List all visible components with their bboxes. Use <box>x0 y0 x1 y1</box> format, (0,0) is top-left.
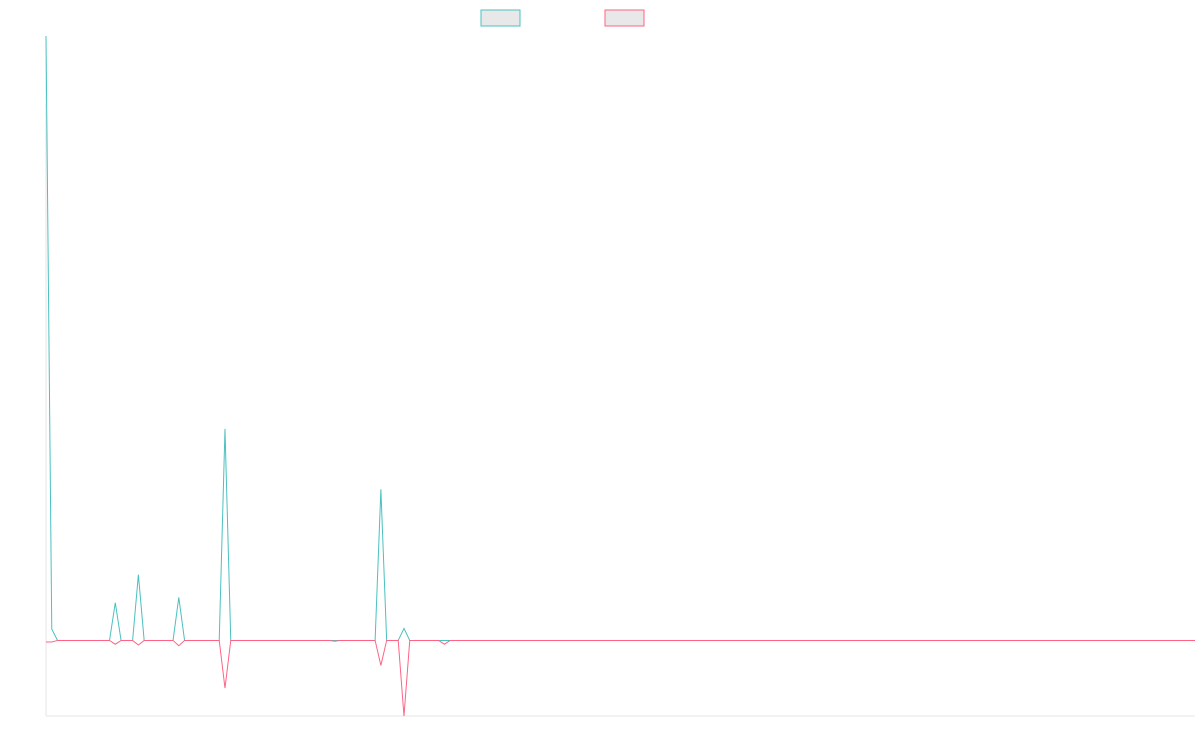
series-line-1 <box>45 35 1195 641</box>
series-group <box>45 35 1195 717</box>
axes <box>45 36 1195 717</box>
legend-item-1 <box>480 9 521 27</box>
legend <box>480 9 645 27</box>
legend-swatch-2 <box>604 9 645 27</box>
legend-swatch-1 <box>480 9 521 27</box>
legend-item-2 <box>604 9 645 27</box>
series-line-2 <box>46 639 1195 717</box>
